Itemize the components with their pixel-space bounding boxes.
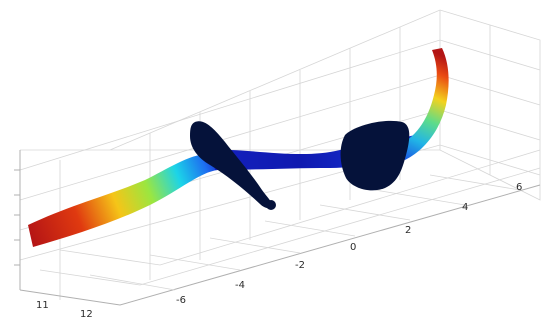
y-axis-ticks: 11 12 — [36, 300, 93, 320]
ribbon-left-segment — [28, 154, 218, 247]
x-axis-ticks: -6 -4 -2 0 2 4 6 — [176, 182, 522, 306]
x-tick-label: -4 — [235, 280, 245, 291]
x-tick-label: 0 — [350, 242, 356, 253]
ribbon-right-segment — [392, 48, 449, 160]
y-tick-label: 12 — [80, 309, 93, 320]
x-tick-label: 2 — [405, 225, 411, 236]
solid-object-left — [190, 121, 273, 209]
x-tick-label: 6 — [516, 182, 522, 193]
x-tick-label: -6 — [176, 295, 186, 306]
solid-objects — [190, 120, 410, 210]
solid-object-left-tip — [266, 200, 276, 210]
y-tick-label: 11 — [36, 300, 49, 311]
x-tick-label: 4 — [462, 202, 468, 213]
x-tick-label: -2 — [295, 260, 305, 271]
solid-object-right — [340, 120, 410, 191]
